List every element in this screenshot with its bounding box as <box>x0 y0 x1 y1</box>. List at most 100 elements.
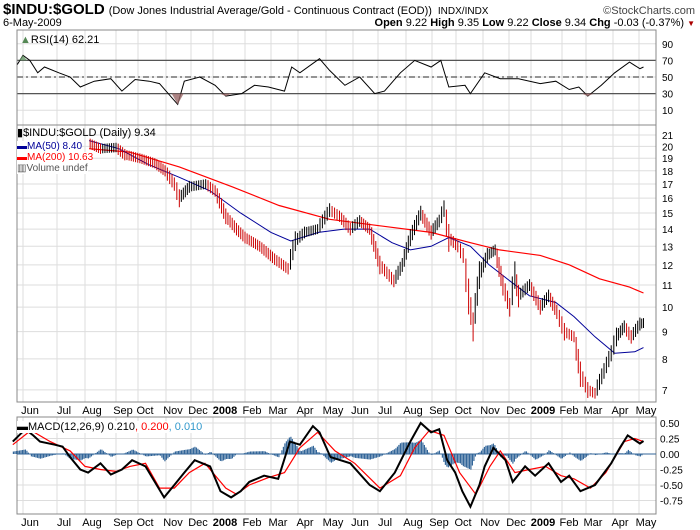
high-label: High <box>430 17 455 29</box>
macd-histogram-bar <box>578 454 580 460</box>
macd-histogram-bar <box>533 454 535 459</box>
stockcharts-watermark[interactable]: ©StockCharts.com <box>603 5 695 17</box>
x-axis-label-top: Nov <box>480 405 500 417</box>
macd-histogram-bar <box>44 454 46 458</box>
x-axis-label-top: Dec <box>506 405 526 417</box>
macd-histogram-bar <box>575 454 577 458</box>
rsi-tick-label: 70 <box>662 56 674 67</box>
macd-histogram-bar <box>219 454 221 461</box>
macd-histogram-bar <box>462 454 464 467</box>
macd-histogram-bar <box>27 452 29 454</box>
macd-histogram-bar <box>165 454 167 460</box>
down-arrow-icon: ▼ <box>687 19 695 28</box>
macd-histogram-bar <box>473 454 475 462</box>
macd-histogram-bar <box>113 454 115 456</box>
x-axis-label-top: May <box>323 405 344 417</box>
macd-histogram-bar <box>512 454 514 464</box>
volume-label: Volume undef <box>26 163 88 174</box>
macd-histogram-bar <box>134 450 136 454</box>
macd-histogram-bar <box>290 436 292 454</box>
macd-histogram-bar <box>506 454 508 457</box>
macd-histogram-bar <box>402 442 404 454</box>
macd-histogram-bar <box>470 454 472 470</box>
x-axis-label-bottom: Oct <box>454 517 471 529</box>
x-axis-label-bottom: Aug <box>82 517 102 529</box>
macd-histogram-bar <box>189 448 191 454</box>
macd-histogram-bar <box>18 450 20 454</box>
x-axis-label-top: Jul <box>57 405 71 417</box>
macd-histogram-bar <box>455 454 457 463</box>
x-axis-label-top: Sep <box>113 405 133 417</box>
macd-histogram-bar <box>626 451 628 454</box>
macd-histogram-bar <box>300 451 302 454</box>
macd-histogram-bar <box>89 454 91 458</box>
macd-histogram-bar <box>257 451 259 454</box>
rsi-line <box>16 54 644 106</box>
macd-histogram-bar <box>348 454 350 457</box>
macd-histogram-bar <box>83 454 85 459</box>
macd-histogram-bar <box>24 449 26 454</box>
macd-histogram-bar <box>557 454 559 457</box>
macd-histogram-bar <box>167 454 169 459</box>
macd-histogram-bar <box>261 451 263 454</box>
macd-histogram-bar <box>404 442 406 454</box>
macd-histogram-bar <box>423 444 425 454</box>
macd-histogram-bar <box>227 454 229 459</box>
price-tick-label: 16 <box>662 194 674 205</box>
macd-histogram-bar <box>210 452 212 454</box>
macd-histogram-bar <box>579 454 581 461</box>
macd-histogram-bar <box>155 454 157 456</box>
macd-histogram-bar <box>38 454 40 459</box>
rsi-tick-label: 10 <box>662 106 674 117</box>
macd-histogram-bar <box>186 449 188 454</box>
macd-histogram-bar <box>249 451 251 454</box>
macd-histogram-bar <box>530 454 532 456</box>
price-tick-label: 17 <box>662 180 674 191</box>
macd-histogram-bar <box>92 454 94 456</box>
x-axis-label-bottom: Jul <box>378 517 392 529</box>
macd-histogram-bar <box>387 452 389 454</box>
open-value: 9.22 <box>405 17 428 29</box>
macd-histogram-bar <box>39 454 41 459</box>
macd-histogram-bar <box>303 449 305 454</box>
macd-histogram-bar <box>572 454 574 456</box>
macd-histogram-bar <box>485 445 487 454</box>
macd-histogram-bar <box>393 449 395 454</box>
macd-histogram-bar <box>531 454 533 457</box>
macd-histogram-bar <box>263 451 265 454</box>
ohlc-summary: Open 9.22 High 9.35 Low 9.22 Close 9.34 … <box>375 17 695 29</box>
macd-histogram-bar <box>174 451 176 454</box>
ma50-line <box>88 140 644 354</box>
macd-histogram-bar <box>467 454 469 469</box>
x-axis-label-top: Jun <box>21 405 39 417</box>
macd-histogram-bar <box>308 447 310 454</box>
macd-histogram-bar <box>474 454 476 457</box>
macd-panel-frame <box>16 416 657 515</box>
x-axis-label-bottom: Mar <box>584 517 603 529</box>
open-label: Open <box>374 17 403 29</box>
price-tick-label: 20 <box>662 142 674 153</box>
macd-histogram-bar <box>111 454 113 457</box>
macd-histogram-bar <box>564 454 566 456</box>
macd-histogram-bar <box>12 451 14 454</box>
macd-histogram-bar <box>399 443 401 454</box>
macd-histogram-bar <box>468 454 470 469</box>
macd-histogram-bar <box>546 452 548 454</box>
macd-histogram-bar <box>299 450 301 454</box>
macd-histogram-bar <box>639 454 641 457</box>
x-axis-label-bottom: Dec <box>188 517 208 529</box>
macd-histogram-bar <box>114 454 116 456</box>
macd-histogram-bar <box>585 454 587 457</box>
macd-histogram-bar <box>560 454 562 459</box>
macd-histogram-bar <box>630 452 632 454</box>
macd-histogram-bar <box>177 450 179 454</box>
macd-histogram-bar <box>147 454 149 457</box>
price-tick-label: 21 <box>662 131 674 142</box>
macd-histogram-bar <box>245 452 247 454</box>
macd-histogram-bar <box>516 454 518 458</box>
macd-histogram-bar <box>377 454 379 458</box>
macd-histogram-bar <box>182 450 184 454</box>
x-axis-label-top: Nov <box>163 405 183 417</box>
macd-histogram-bar <box>311 446 313 454</box>
macd-histogram-bar <box>569 452 571 454</box>
